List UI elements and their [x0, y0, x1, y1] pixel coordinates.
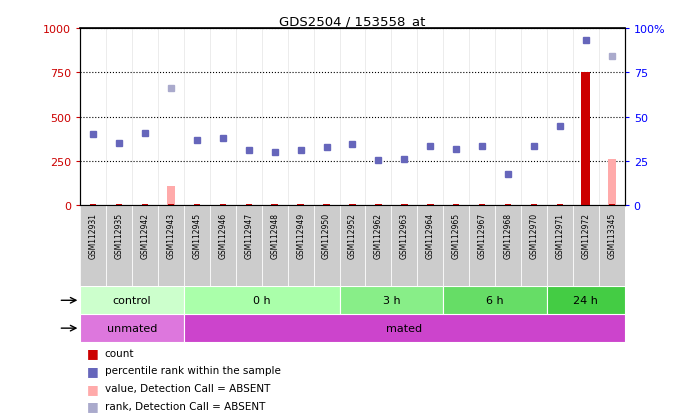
Text: ■: ■: [87, 347, 98, 359]
Bar: [608, 160, 616, 206]
Bar: [80, 287, 184, 314]
Text: 0 h: 0 h: [253, 296, 271, 306]
Bar: [581, 73, 591, 206]
Text: GSM112931: GSM112931: [89, 212, 98, 258]
Bar: [339, 287, 443, 314]
Text: GSM112945: GSM112945: [193, 212, 202, 258]
Text: GSM112935: GSM112935: [114, 212, 124, 258]
Text: GSM112946: GSM112946: [218, 212, 228, 258]
Bar: [401, 205, 408, 206]
Text: GSM112971: GSM112971: [556, 212, 565, 258]
Bar: [505, 205, 511, 206]
Bar: [184, 287, 339, 314]
Text: 24 h: 24 h: [573, 296, 598, 306]
Text: ■: ■: [87, 382, 98, 395]
Text: GSM112970: GSM112970: [530, 212, 538, 258]
Bar: [80, 314, 184, 342]
Text: mated: mated: [386, 323, 422, 333]
Text: GSM112950: GSM112950: [322, 212, 331, 258]
Bar: [427, 205, 433, 206]
Text: GSM112962: GSM112962: [374, 212, 383, 258]
Bar: [184, 314, 625, 342]
Text: GSM112963: GSM112963: [400, 212, 409, 258]
Text: count: count: [105, 348, 134, 358]
Title: GDS2504 / 153558_at: GDS2504 / 153558_at: [279, 15, 426, 28]
Text: percentile rank within the sample: percentile rank within the sample: [105, 366, 281, 375]
Bar: [479, 205, 485, 206]
Text: GSM112967: GSM112967: [477, 212, 487, 258]
Bar: [142, 205, 149, 206]
Bar: [167, 186, 175, 206]
Text: GSM112964: GSM112964: [426, 212, 435, 258]
Text: GSM112972: GSM112972: [581, 212, 591, 258]
Text: GSM112949: GSM112949: [296, 212, 305, 258]
Text: ■: ■: [87, 364, 98, 377]
Text: value, Detection Call = ABSENT: value, Detection Call = ABSENT: [105, 383, 270, 393]
Bar: [557, 205, 563, 206]
Bar: [349, 205, 356, 206]
Bar: [168, 205, 174, 206]
Bar: [297, 205, 304, 206]
Bar: [443, 287, 547, 314]
Text: GSM112942: GSM112942: [140, 212, 149, 258]
Text: 3 h: 3 h: [383, 296, 400, 306]
Text: GSM112965: GSM112965: [452, 212, 461, 258]
Text: GSM112968: GSM112968: [503, 212, 512, 258]
Bar: [246, 205, 252, 206]
Bar: [530, 205, 537, 206]
Bar: [272, 205, 278, 206]
Text: ■: ■: [87, 399, 98, 413]
Text: GSM112947: GSM112947: [244, 212, 253, 258]
Text: GSM113345: GSM113345: [607, 212, 616, 259]
Bar: [220, 205, 226, 206]
Bar: [116, 205, 122, 206]
Bar: [609, 205, 615, 206]
Text: 6 h: 6 h: [487, 296, 504, 306]
Bar: [193, 205, 200, 206]
Bar: [547, 287, 625, 314]
Bar: [453, 205, 459, 206]
Bar: [323, 205, 329, 206]
Text: GSM112943: GSM112943: [167, 212, 175, 258]
Bar: [90, 205, 96, 206]
Text: GSM112952: GSM112952: [348, 212, 357, 258]
Text: rank, Detection Call = ABSENT: rank, Detection Call = ABSENT: [105, 401, 265, 411]
Text: unmated: unmated: [107, 323, 157, 333]
Text: GSM112948: GSM112948: [270, 212, 279, 258]
Bar: [376, 205, 382, 206]
Text: control: control: [113, 296, 151, 306]
